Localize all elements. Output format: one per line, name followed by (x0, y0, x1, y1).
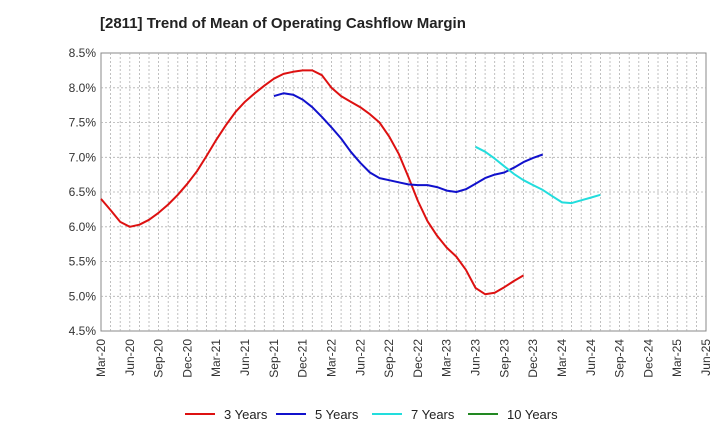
y-tick-label: 4.5% (69, 324, 97, 338)
x-tick-label: Mar-20 (94, 339, 108, 377)
legend-label-3-years: 3 Years (224, 407, 268, 422)
series-line-7-years (475, 145, 601, 205)
series-line-3-years (100, 69, 525, 296)
legend-label-5-years: 5 Years (315, 407, 359, 422)
x-tick-label: Mar-24 (555, 339, 569, 377)
x-tick-label: Sep-23 (497, 339, 511, 378)
series-line-5-years (273, 92, 544, 193)
x-tick-label: Sep-20 (152, 339, 166, 378)
x-tick-label: Sep-24 (613, 339, 627, 378)
y-tick-label: 8.5% (69, 46, 97, 60)
chart-title: [2811] Trend of Mean of Operating Cashfl… (100, 15, 466, 32)
x-tick-label: Mar-21 (209, 339, 223, 377)
x-tick-label: Dec-24 (641, 339, 655, 378)
x-tick-label: Jun-24 (584, 339, 598, 376)
x-tick-label: Jun-23 (469, 339, 483, 376)
x-tick-label: Sep-22 (382, 339, 396, 378)
y-tick-label: 7.5% (69, 116, 97, 130)
y-tick-label: 6.5% (69, 185, 97, 199)
x-tick-label: Dec-23 (526, 339, 540, 378)
plot-area (100, 52, 707, 332)
legend-label-7-years: 7 Years (411, 407, 455, 422)
y-tick-label: 6.0% (69, 220, 97, 234)
y-tick-label: 5.0% (69, 289, 97, 303)
y-tick-label: 5.5% (69, 255, 97, 269)
x-axis-ticks: Mar-20 Jun-20 Sep-20 Dec-20 Mar-21 Jun-21 Sep-… (94, 339, 713, 378)
x-tick-label: Dec-20 (180, 339, 194, 378)
x-tick-label: Jun-25 (699, 339, 713, 376)
y-tick-label: 8.0% (69, 81, 97, 95)
series-lines (100, 69, 601, 296)
x-tick-label: Jun-21 (238, 339, 252, 376)
y-axis-ticks: 4.5% 5.0% 5.5% 6.0% 6.5% 7.0% 7.5% 8.0% 8.5% (69, 46, 97, 338)
x-tick-label: Sep-21 (267, 339, 281, 378)
legend-label-10-years: 10 Years (507, 407, 558, 422)
x-tick-label: Jun-20 (123, 339, 137, 376)
x-tick-label: Mar-23 (440, 339, 454, 377)
x-tick-label: Mar-25 (670, 339, 684, 377)
x-tick-label: Jun-22 (353, 339, 367, 376)
grid (101, 53, 706, 331)
legend: 3 Years 5 Years 7 Years 10 Years (185, 407, 558, 422)
x-tick-label: Mar-22 (325, 339, 339, 377)
x-tick-label: Dec-22 (411, 339, 425, 378)
x-tick-label: Dec-21 (296, 339, 310, 378)
y-tick-label: 7.0% (69, 150, 97, 164)
